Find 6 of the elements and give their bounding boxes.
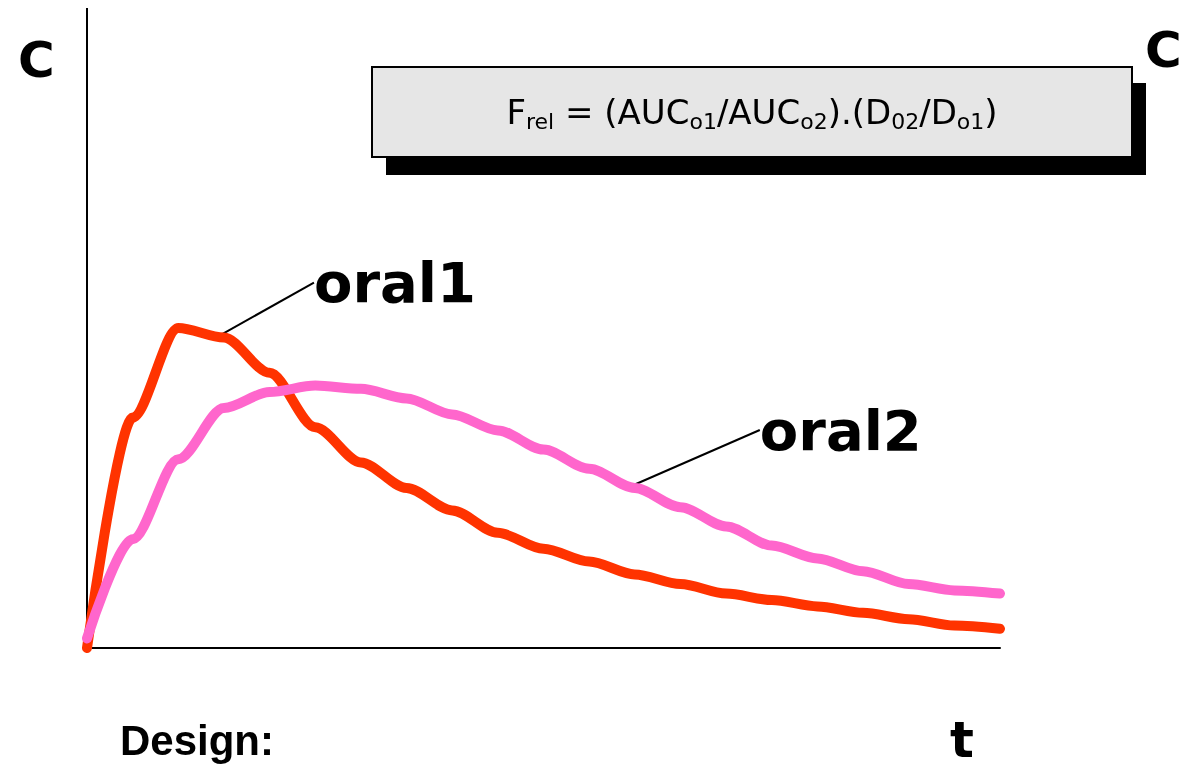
text: Design: (120, 716, 275, 764)
series-label: oral2 (759, 397, 922, 463)
x-axis-title: t (950, 711, 974, 769)
text: C (1145, 21, 1182, 79)
y-axis-title: C (18, 31, 55, 89)
series-label: oral1 (313, 250, 476, 316)
